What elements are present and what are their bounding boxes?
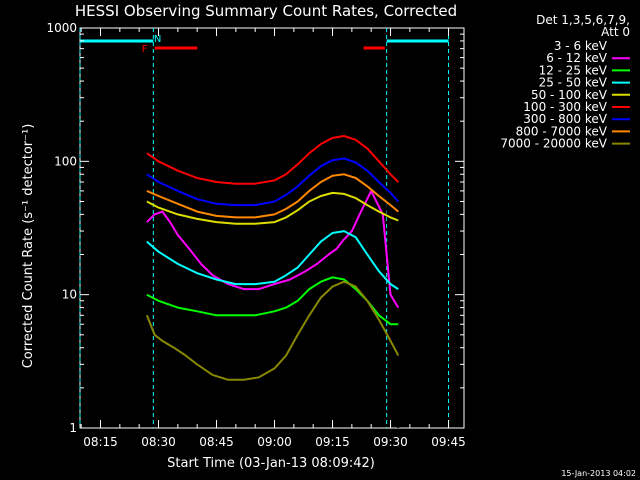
x-tick-label: 09:00 — [257, 435, 292, 449]
x-axis-label: Start Time (03-Jan-13 08:09:42) — [167, 456, 375, 471]
annotation-layer: FN — [79, 28, 450, 428]
legend-label-1: 3 - 6 keV — [554, 39, 608, 53]
x-tick-label: 09:30 — [373, 435, 408, 449]
series-line-9 — [145, 280, 400, 381]
series-line-7 — [146, 157, 400, 207]
x-tick-label: 08:15 — [83, 435, 118, 449]
chart-title: HESSI Observing Summary Count Rates, Cor… — [75, 2, 457, 20]
y-tick-label: 10 — [62, 288, 77, 302]
y-tick-label: 1 — [69, 421, 77, 435]
y-axis-label: Corrected Count Rate (s⁻¹ detector⁻¹) — [21, 124, 36, 369]
y-tick-label: 1000 — [46, 21, 77, 35]
legend-label-2: 6 - 12 keV — [546, 51, 608, 65]
timestamp: 15-Jan-2013 04:02 — [561, 469, 636, 478]
plot-border — [79, 27, 465, 429]
x-tick-label: 09:15 — [315, 435, 350, 449]
series-line-1 — [146, 173, 400, 429]
flag-label-n: N — [154, 34, 161, 45]
legend-label-9: 7000 - 20000 keV — [500, 137, 607, 151]
legend-header-line-2: Att 0 — [601, 25, 630, 39]
axis-layer: 08:15 08:30 08:45 09:00 09:15 09:30 09:45 1 10 10… — [46, 21, 465, 449]
plot-frame — [79, 27, 465, 429]
legend-label-7: 300 - 800 keV — [523, 112, 607, 126]
series-line-8 — [146, 173, 399, 219]
series-line-4 — [146, 230, 399, 290]
series-line-6 — [146, 135, 400, 185]
x-tick-label: 08:30 — [141, 435, 176, 449]
series-line-5 — [146, 191, 399, 225]
legend-label-4: 25 - 50 keV — [539, 76, 608, 90]
series-line-2 — [146, 189, 400, 309]
legend-label-5: 50 - 100 keV — [531, 88, 608, 102]
legend-label-8: 800 - 7000 keV — [516, 124, 608, 138]
legend-label-3: 12 - 25 keV — [539, 63, 608, 77]
x-tick-label: 08:45 — [199, 435, 234, 449]
series-layer — [145, 135, 400, 429]
y-tick-label: 100 — [54, 154, 77, 168]
legend-header-line-1: Det 1,3,5,6,7,9, — [536, 13, 630, 27]
x-tick-label: 09:45 — [431, 435, 466, 449]
flag-label-f: F — [142, 44, 148, 55]
legend-label-6: 100 - 300 keV — [523, 100, 607, 114]
